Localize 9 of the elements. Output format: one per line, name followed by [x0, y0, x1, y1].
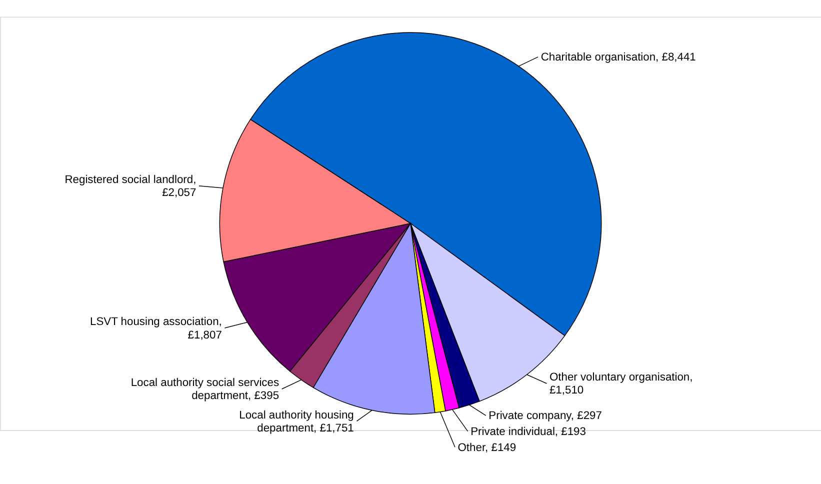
slice-label: Private company, £297: [488, 410, 602, 422]
slice-label: Local authority social services department, £395: [130, 377, 280, 402]
slice-label: LSVT housing association, £1,807: [90, 316, 222, 342]
slice-label: Registered social landlord, £2,057: [64, 174, 196, 200]
slice-label: Other voluntary organisation, £1,510: [549, 372, 693, 397]
slice-label: Other, £149: [458, 442, 516, 454]
slice-label: Charitable organisation, £8,441: [540, 52, 696, 64]
slice-label: Private individual, £193: [470, 426, 586, 438]
slice-label: Local authority housing department, £1,751: [239, 409, 354, 434]
